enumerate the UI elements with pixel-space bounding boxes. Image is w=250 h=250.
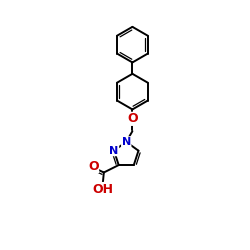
Text: OH: OH bbox=[92, 182, 113, 196]
Text: O: O bbox=[88, 160, 99, 172]
Text: N: N bbox=[110, 146, 119, 156]
Text: N: N bbox=[122, 137, 131, 147]
Text: O: O bbox=[127, 112, 138, 125]
